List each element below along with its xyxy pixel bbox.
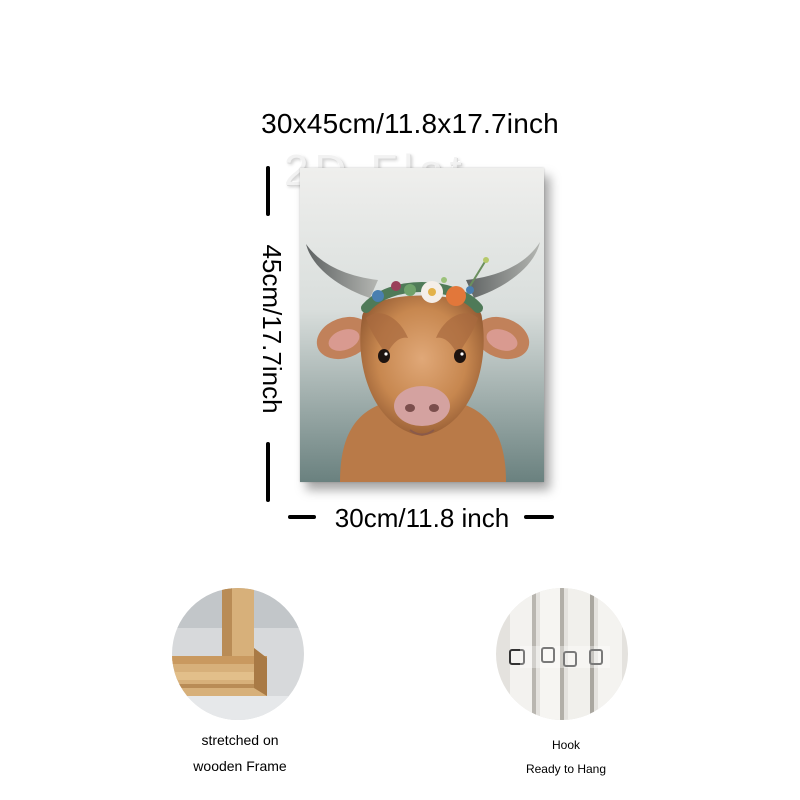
width-dimension-line-right xyxy=(524,515,554,519)
hook-clips-icon xyxy=(496,588,628,720)
frame-caption-line2: wooden Frame xyxy=(193,758,287,774)
height-dimension-line-bottom xyxy=(266,442,270,502)
hook-caption-line2: Ready to Hang xyxy=(525,762,607,776)
frame-caption-line1: stretched on xyxy=(201,732,279,748)
height-label: 45cm/17.7inch xyxy=(257,244,287,414)
total-size-label: 30x45cm/11.8x17.7inch xyxy=(261,108,559,139)
width-label: 30cm/11.8 inch xyxy=(334,503,510,533)
hook-caption-line1: Hook xyxy=(551,738,580,752)
highland-calf-with-flower-crown-icon xyxy=(300,168,544,482)
wooden-frame-corner-icon xyxy=(172,588,304,720)
height-dimension-line-top xyxy=(266,166,270,216)
width-dimension-line-left xyxy=(288,515,316,519)
canvas-print xyxy=(300,168,544,482)
